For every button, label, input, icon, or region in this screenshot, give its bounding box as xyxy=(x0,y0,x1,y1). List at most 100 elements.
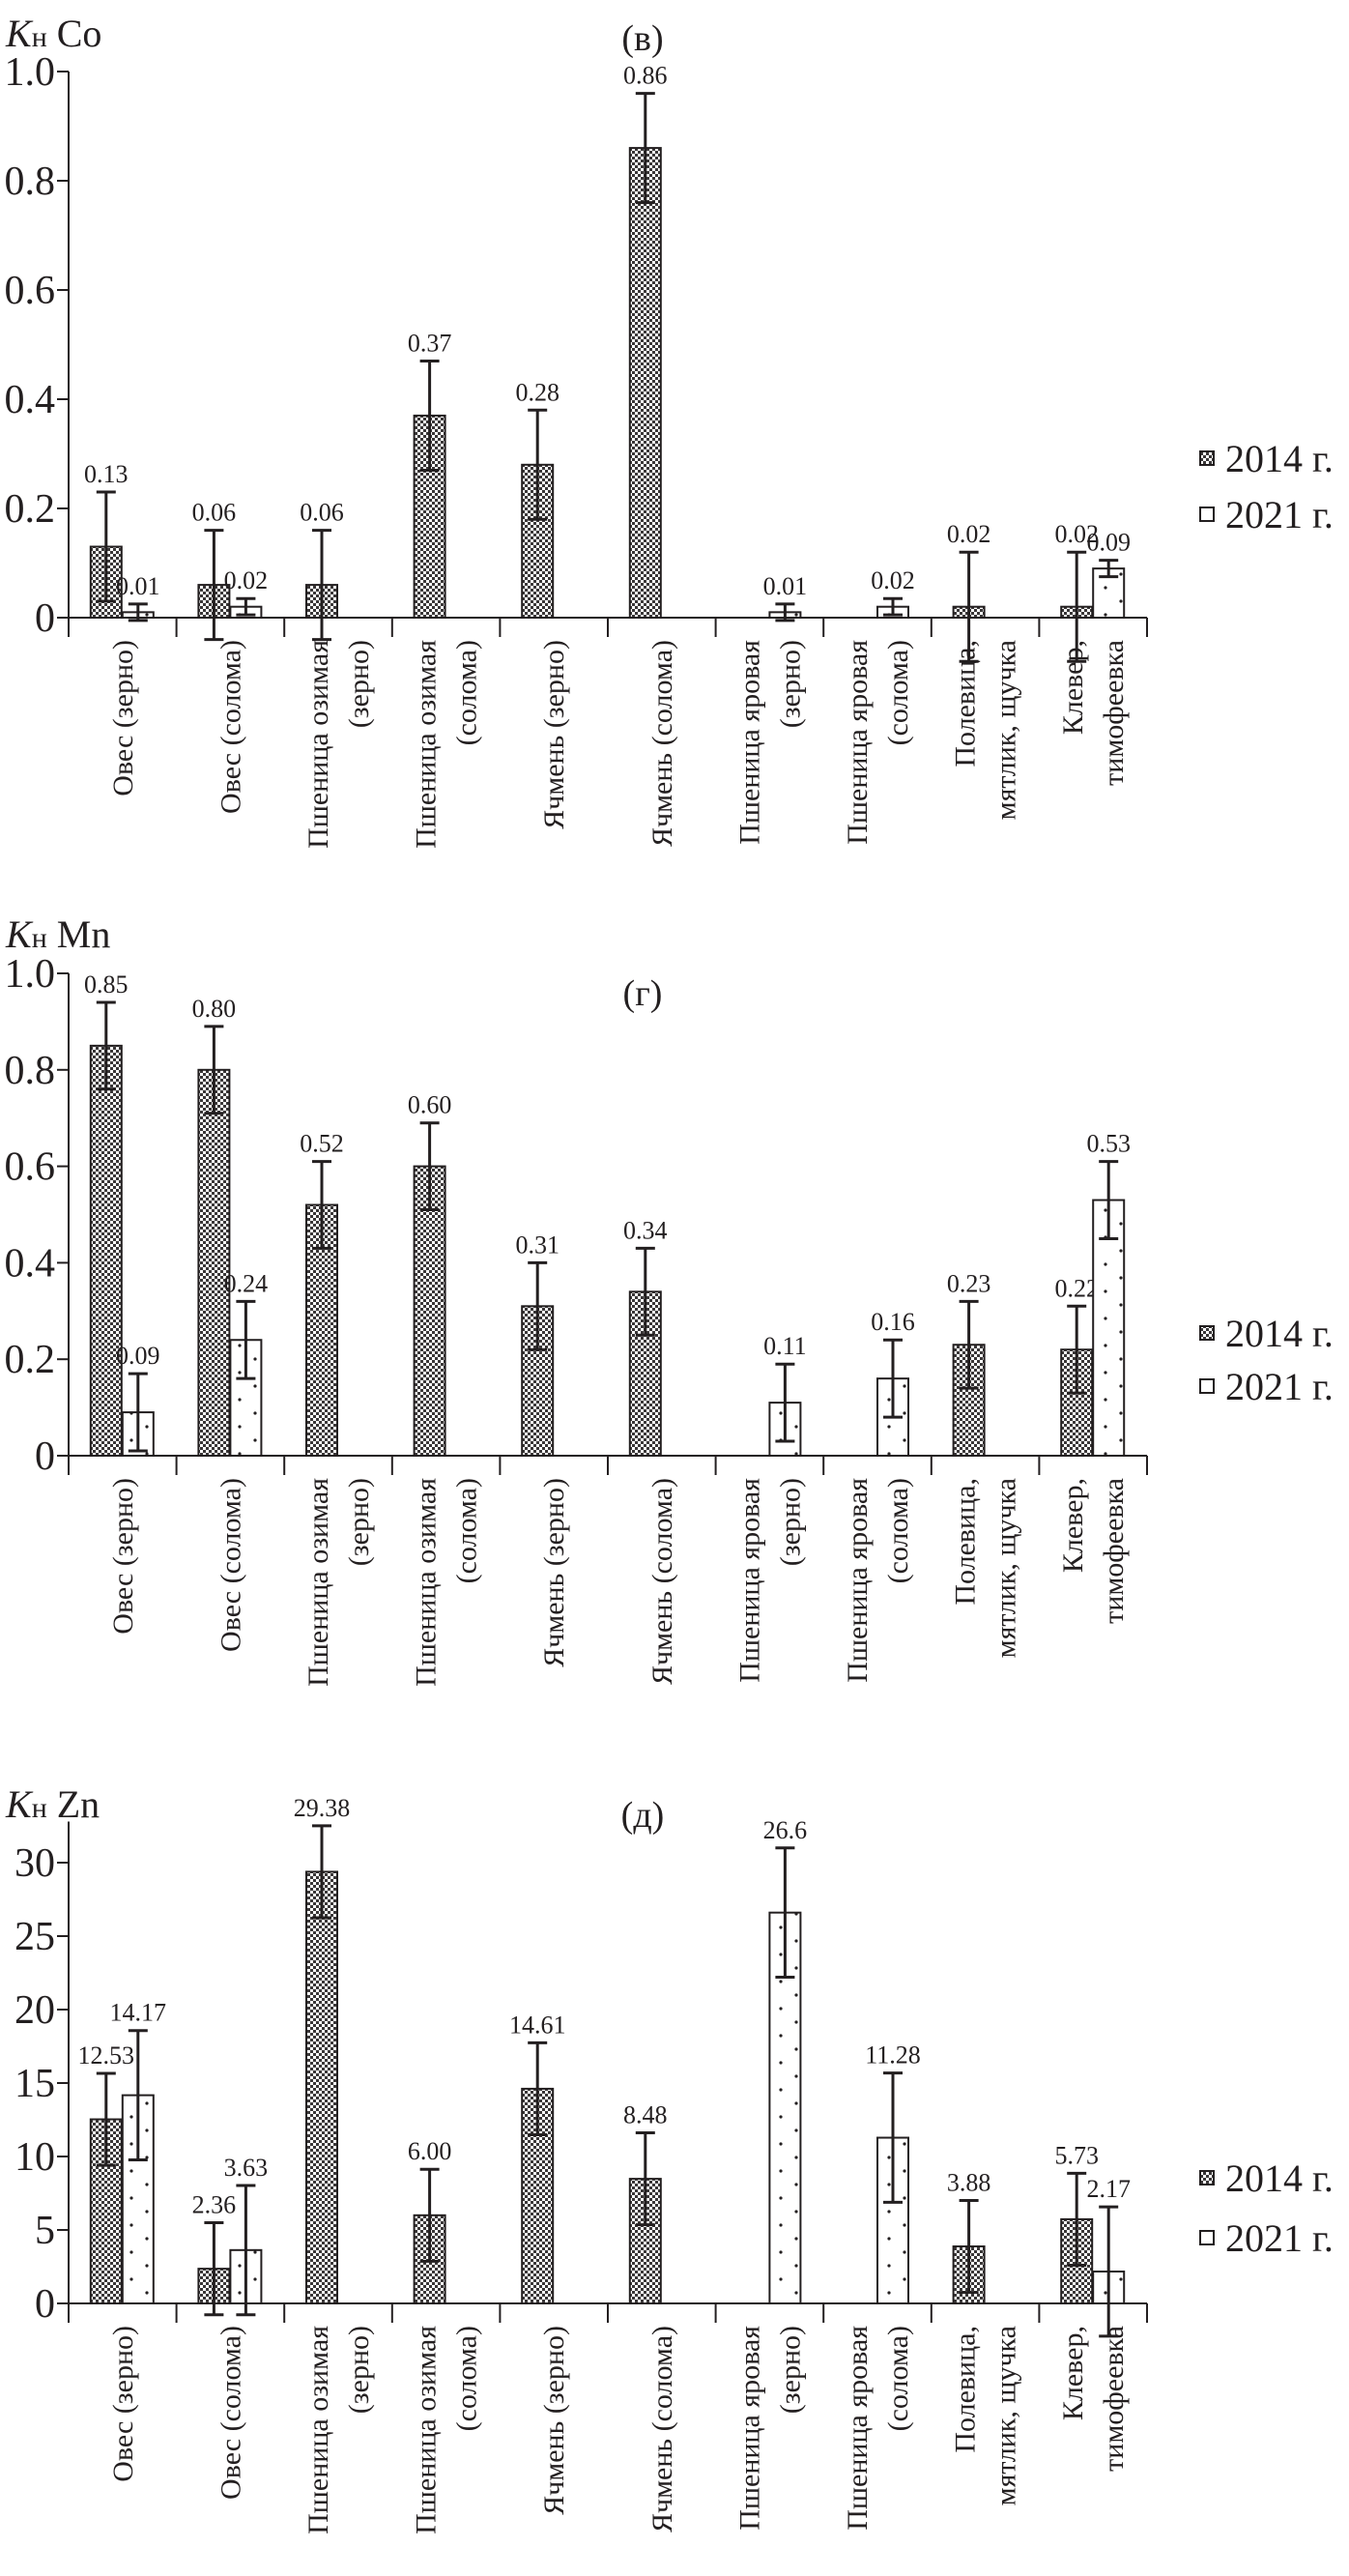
y-tick-label: 0.6 xyxy=(5,1145,56,1190)
y-tick-label: 0 xyxy=(35,2282,55,2327)
data-label: 0.37 xyxy=(408,329,452,357)
data-label: 0.02 xyxy=(1054,520,1099,548)
data-label: 0.02 xyxy=(871,566,915,594)
legend-label: 2014 г. xyxy=(1225,1312,1334,1355)
legend-label: 2014 г. xyxy=(1225,2156,1334,2200)
panel-label: (в) xyxy=(621,18,663,59)
bar-2014 xyxy=(89,1044,123,1457)
y-tick-label: 0.4 xyxy=(5,378,56,422)
y-tick-label: 0 xyxy=(35,596,55,641)
data-label: 0.09 xyxy=(116,1342,160,1370)
category-label: Ячмень (солома) xyxy=(646,1478,678,1685)
data-label: 0.01 xyxy=(116,572,160,600)
category-label: Пшеница озимая xyxy=(302,1478,334,1687)
data-label: 0.80 xyxy=(192,995,237,1023)
y-tick-label: 15 xyxy=(14,2062,55,2106)
category-label: Пшеница озимая xyxy=(411,2326,443,2534)
y-axis-title: Kн Co xyxy=(5,12,101,55)
data-label: 0.06 xyxy=(192,499,237,527)
category-label: (солома) xyxy=(451,2326,483,2431)
data-label: 2.17 xyxy=(1086,2175,1131,2203)
data-label: 14.61 xyxy=(509,2011,566,2039)
y-title-variable: K xyxy=(5,912,34,956)
legend-swatch-2014 xyxy=(1199,2170,1215,2185)
legend-label: 2021 г. xyxy=(1225,2216,1334,2260)
y-axis-title: Kн Mn xyxy=(5,912,110,956)
category-label: (солома) xyxy=(882,2326,914,2431)
chart-panel-mn: Kн Mn (г) 0 0.2 0.4 0.6 0.8 1.0 Овес (зерно) Овес … xyxy=(5,912,1334,1687)
y-title-element: Mn xyxy=(57,912,111,956)
data-label: 26.6 xyxy=(763,1816,808,1844)
data-label: 5.73 xyxy=(1054,2141,1099,2169)
data-label: 0.85 xyxy=(84,970,129,999)
category-label: Полевица, xyxy=(950,1478,982,1606)
data-label: 0.24 xyxy=(224,1269,269,1297)
panel-label: (д) xyxy=(621,1795,665,1836)
data-label: 3.63 xyxy=(224,2154,269,2182)
bar-2021 xyxy=(1092,1199,1126,1458)
legend-swatch-2021 xyxy=(1199,2230,1215,2245)
data-label: 0.86 xyxy=(623,62,668,90)
y-tick-label: 0.2 xyxy=(5,1338,56,1382)
y-tick-label: 0.8 xyxy=(5,159,56,204)
data-label: 0.09 xyxy=(1086,529,1131,557)
data-label: 0.06 xyxy=(300,499,344,527)
category-label: Пшеница озимая xyxy=(411,640,443,849)
data-label: 2.36 xyxy=(192,2191,237,2219)
data-label: 0.22 xyxy=(1054,1274,1099,1302)
data-label: 0.13 xyxy=(84,460,129,488)
y-tick-label: 0.4 xyxy=(5,1241,56,1286)
data-label: 0.02 xyxy=(947,520,991,548)
legend-swatch-2014 xyxy=(1199,1325,1215,1341)
legend-label: 2021 г. xyxy=(1225,493,1334,536)
category-label: тимофеевка xyxy=(1098,640,1130,786)
legend-label: 2021 г. xyxy=(1225,1365,1334,1408)
category-label: (зерно) xyxy=(343,640,375,728)
legend-swatch-2014 xyxy=(1199,450,1215,466)
chart-panel-zn: Kн Zn (д) 0 5 10 15 20 25 30 Овес (зерно) Овес (сол… xyxy=(5,1782,1334,2534)
category-label: мятлик, щучка xyxy=(990,2326,1022,2505)
category-label: Пшеница озимая xyxy=(302,2326,334,2534)
category-label: Овес (солома) xyxy=(215,2326,246,2500)
category-label: (солома) xyxy=(451,640,483,745)
y-tick-label: 1.0 xyxy=(5,50,56,95)
category-label: Клевер, xyxy=(1057,640,1089,735)
category-label: Овес (зерно) xyxy=(107,1478,139,1635)
category-label: (солома) xyxy=(882,1478,914,1583)
category-label: Пшеница озимая xyxy=(302,640,334,849)
category-label: Овес (зерно) xyxy=(107,2326,139,2482)
category-label: Полевица, xyxy=(950,2326,982,2453)
category-label: Ячмень (зерно) xyxy=(538,2326,570,2515)
data-label: 0.53 xyxy=(1086,1130,1131,1158)
data-label: 0.34 xyxy=(623,1216,668,1244)
data-label: 0.52 xyxy=(300,1130,344,1158)
legend-label: 2014 г. xyxy=(1225,437,1334,480)
data-label: 29.38 xyxy=(294,1794,351,1822)
data-label: 14.17 xyxy=(110,1999,167,2027)
category-label: Пшеница яровая xyxy=(842,1478,874,1683)
bar-2014 xyxy=(305,1870,338,2304)
category-label: (солома) xyxy=(882,640,914,745)
y-tick-label: 25 xyxy=(14,1915,55,1959)
data-label: 8.48 xyxy=(623,2101,668,2129)
category-label: Ячмень (солома) xyxy=(646,2326,678,2533)
data-label: 3.88 xyxy=(947,2168,991,2196)
y-tick-label: 0 xyxy=(35,1434,55,1479)
data-label: 0.16 xyxy=(871,1308,915,1336)
data-label: 0.01 xyxy=(763,572,808,600)
data-label: 11.28 xyxy=(865,2041,921,2069)
data-label: 12.53 xyxy=(78,2041,135,2069)
category-label: Клевер, xyxy=(1057,1478,1089,1573)
y-title-element: Zn xyxy=(57,1782,100,1826)
category-label: Пшеница яровая xyxy=(733,640,765,845)
y-tick-label: 30 xyxy=(14,1841,55,1886)
category-label: (зерно) xyxy=(343,1478,375,1566)
bar-2014 xyxy=(197,1068,231,1458)
y-tick-label: 20 xyxy=(14,1988,55,2033)
y-tick-label: 5 xyxy=(35,2209,55,2253)
data-label: 0.23 xyxy=(947,1269,991,1297)
legend-swatch-2021 xyxy=(1199,1378,1215,1394)
category-label: Пшеница яровая xyxy=(733,2326,765,2531)
y-axis-title: Kн Zn xyxy=(5,1782,100,1826)
